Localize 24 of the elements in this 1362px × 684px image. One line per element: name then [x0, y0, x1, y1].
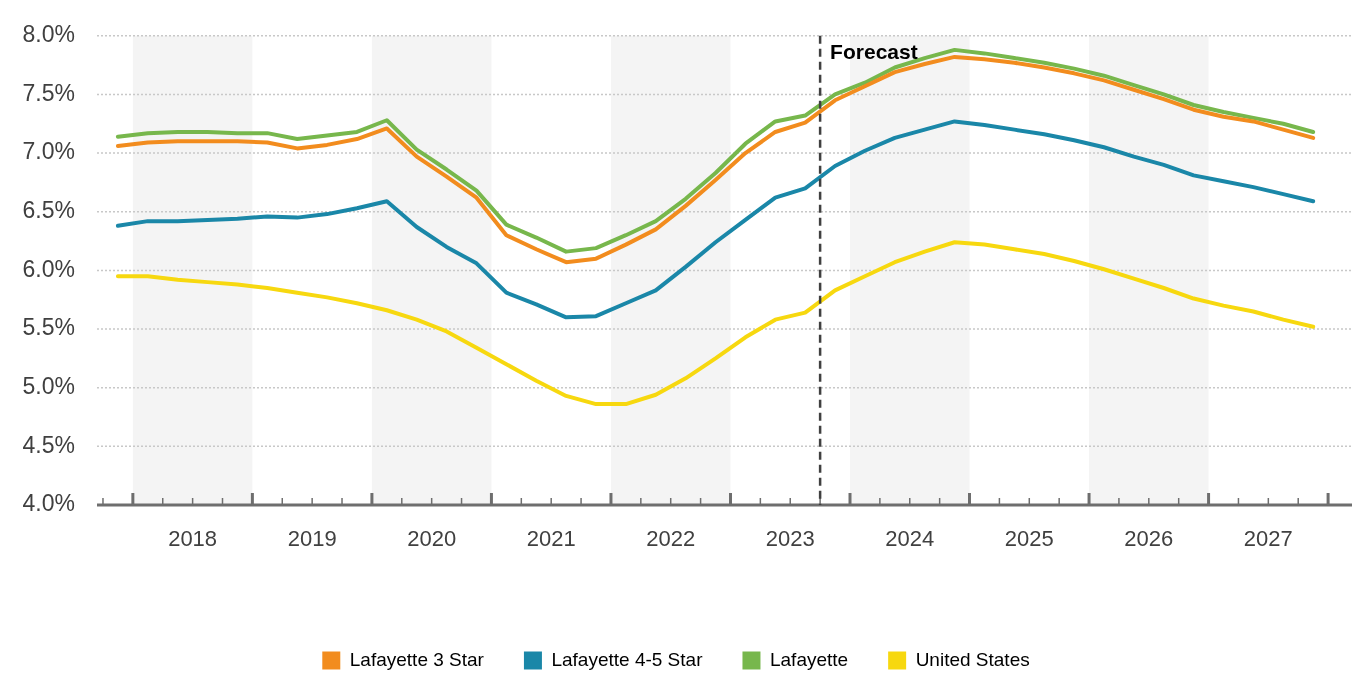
x-tick-label: 2018: [168, 526, 218, 552]
legend-label: Lafayette 4-5 Star: [551, 648, 704, 670]
x-tick-label: 2026: [1124, 526, 1174, 552]
y-tick-label: 7.0%: [22, 138, 75, 165]
x-tick-label: 2025: [1004, 526, 1054, 552]
legend-label: United States: [915, 648, 1030, 670]
ref-line-label: Forecast: [830, 39, 918, 63]
x-tick-label: 2020: [407, 526, 457, 552]
y-tick-label: 7.5%: [22, 79, 75, 106]
y-tick-label: 6.0%: [22, 255, 75, 282]
legend-label: Lafayette: [769, 648, 849, 670]
y-tick-label: 4.0%: [22, 490, 75, 517]
y-tick-label: 5.0%: [22, 373, 75, 400]
x-tick-label: 2027: [1243, 526, 1293, 552]
x-tick-label: 2019: [287, 526, 337, 552]
legend-label: Lafayette 3 Star: [349, 648, 485, 670]
x-tick-label: 2023: [765, 526, 815, 552]
x-tick-label: 2021: [526, 526, 576, 552]
x-tick-label: 2022: [646, 526, 696, 552]
y-tick-label: 5.5%: [22, 314, 75, 341]
y-tick-label: 8.0%: [22, 21, 75, 48]
y-tick-label: 6.5%: [22, 197, 75, 224]
x-tick-label: 2024: [885, 526, 935, 552]
y-tick-label: 4.5%: [22, 431, 75, 458]
